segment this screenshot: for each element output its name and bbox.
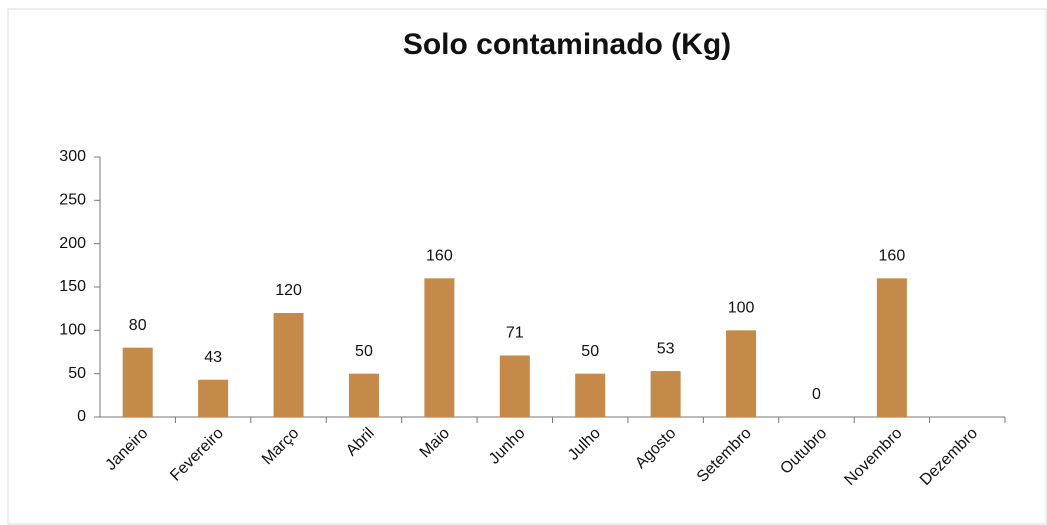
- y-tick-label: 100: [59, 322, 86, 339]
- y-tick-label: 200: [59, 235, 86, 252]
- chart-title: Solo contaminado (Kg): [403, 28, 731, 61]
- y-tick-label: 300: [59, 148, 86, 165]
- y-tick-label: 50: [68, 365, 86, 382]
- data-label: 50: [355, 343, 373, 360]
- chart-frame: [7, 8, 1047, 525]
- data-label: 71: [506, 325, 524, 342]
- data-label: 43: [204, 349, 222, 366]
- data-label: 120: [275, 282, 302, 299]
- bar: [499, 355, 530, 417]
- bar: [575, 373, 606, 417]
- data-label: 160: [426, 248, 453, 265]
- data-label: 53: [657, 340, 675, 357]
- bar: [726, 330, 757, 417]
- data-label: 0: [812, 386, 821, 403]
- bar: [122, 347, 153, 417]
- bar: [348, 373, 379, 417]
- data-label: 50: [581, 343, 599, 360]
- bar: [650, 371, 681, 417]
- y-tick-label: 0: [77, 408, 86, 425]
- bar: [424, 278, 455, 417]
- data-label: 160: [879, 248, 906, 265]
- data-label: 100: [728, 300, 755, 317]
- data-label: 80: [129, 317, 147, 334]
- y-tick-label: 250: [59, 192, 86, 209]
- bar: [273, 313, 304, 417]
- y-tick-label: 150: [59, 278, 86, 295]
- bar: [876, 278, 907, 417]
- bar: [198, 379, 229, 417]
